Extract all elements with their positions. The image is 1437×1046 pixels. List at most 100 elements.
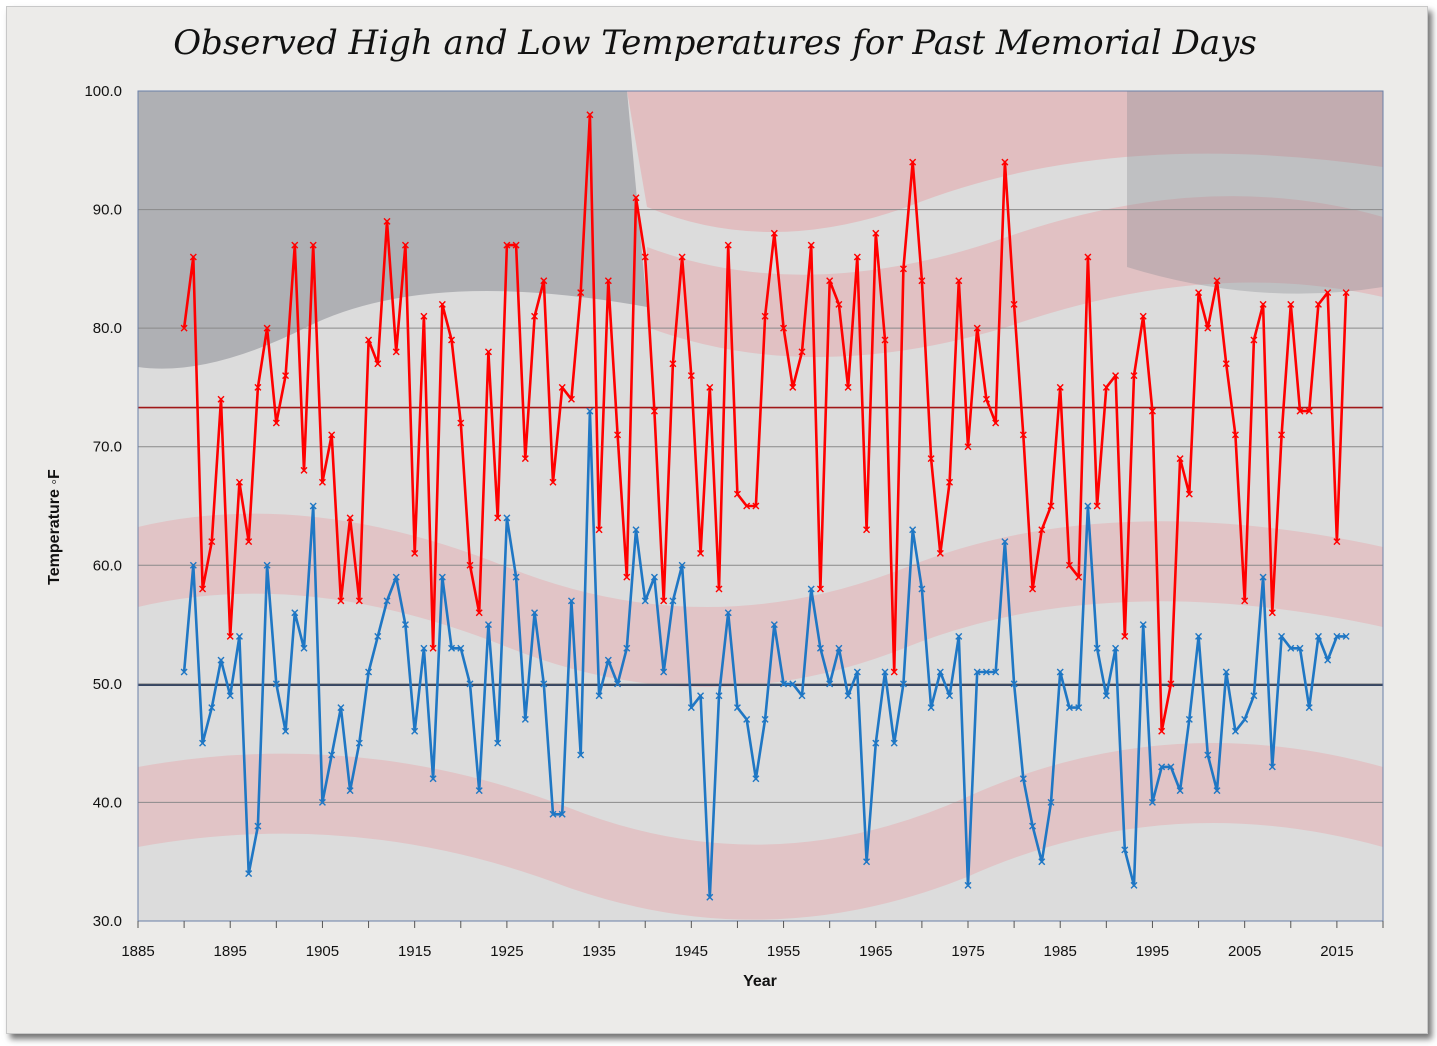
data-point	[1324, 289, 1332, 297]
data-point	[1314, 632, 1322, 640]
data-point	[1268, 609, 1276, 617]
data-point	[1305, 704, 1313, 712]
data-point	[863, 526, 871, 534]
data-point	[291, 241, 299, 249]
data-point	[1148, 798, 1156, 806]
data-point	[1001, 158, 1009, 166]
data-point	[226, 632, 234, 640]
data-point	[1213, 277, 1221, 285]
x-tick-label: 1945	[675, 943, 708, 960]
data-point	[789, 680, 797, 688]
axes: 30.0 40.0 50.0 60.0 70.0 80.0 90.0 100.0 1885 189…	[84, 83, 1384, 960]
data-point	[733, 704, 741, 712]
data-point	[1287, 644, 1295, 652]
data-point	[1287, 300, 1295, 308]
data-point	[1222, 668, 1230, 676]
data-point	[466, 561, 474, 569]
data-point	[1333, 632, 1341, 640]
data-point	[254, 383, 262, 391]
x-tick-label: 1885	[121, 943, 154, 960]
data-point	[964, 881, 972, 889]
data-point	[549, 810, 557, 818]
data-point	[899, 265, 907, 273]
data-point	[1001, 538, 1009, 546]
chart-frame: Observed High and Low Temperatures for P…	[6, 6, 1428, 1034]
data-point	[328, 431, 336, 439]
y-tick-label: 80.0	[93, 320, 122, 337]
x-tick-label: 1965	[859, 943, 892, 960]
chart-svg: Observed High and Low Temperatures for P…	[46, 23, 1384, 990]
data-point	[715, 585, 723, 593]
y-tick-label: 30.0	[93, 913, 122, 930]
data-point	[623, 644, 631, 652]
data-point	[577, 289, 585, 297]
data-point	[429, 775, 437, 783]
data-point	[199, 739, 207, 747]
data-point	[540, 680, 548, 688]
data-point	[1278, 632, 1286, 640]
data-point	[1314, 300, 1322, 308]
data-point	[429, 644, 437, 652]
data-point	[826, 680, 834, 688]
x-tick-label: 1935	[582, 943, 615, 960]
data-point	[899, 680, 907, 688]
data-point	[1139, 621, 1147, 629]
data-point	[1167, 680, 1175, 688]
data-point	[457, 419, 465, 427]
data-point	[1038, 526, 1046, 534]
data-point	[909, 158, 917, 166]
data-point	[254, 822, 262, 830]
data-point	[291, 609, 299, 617]
data-point	[318, 478, 326, 486]
data-point	[263, 324, 271, 332]
data-point	[1204, 324, 1212, 332]
x-tick-label: 1915	[398, 943, 431, 960]
data-point	[374, 360, 382, 368]
data-point	[1204, 751, 1212, 759]
data-point	[346, 514, 354, 522]
data-point	[604, 277, 612, 285]
data-point	[1268, 763, 1276, 771]
y-axis-title: Temperature ◦F	[46, 469, 63, 585]
data-point	[392, 348, 400, 356]
data-point	[401, 621, 409, 629]
data-point	[770, 621, 778, 629]
data-point	[623, 573, 631, 581]
data-point	[1056, 383, 1064, 391]
data-point	[309, 241, 317, 249]
data-point	[494, 739, 502, 747]
data-point	[365, 336, 373, 344]
data-point	[669, 597, 677, 605]
data-point	[715, 692, 723, 700]
data-point	[318, 798, 326, 806]
data-point	[1296, 407, 1304, 415]
data-point	[863, 858, 871, 866]
data-point	[1139, 312, 1147, 320]
data-point	[909, 526, 917, 534]
data-point	[1296, 644, 1304, 652]
data-point	[816, 585, 824, 593]
data-point	[1029, 822, 1037, 830]
data-point	[272, 419, 280, 427]
data-point	[494, 514, 502, 522]
data-point	[761, 312, 769, 320]
data-point	[337, 597, 345, 605]
data-point	[955, 277, 963, 285]
data-point	[1278, 431, 1286, 439]
data-point	[614, 680, 622, 688]
data-point	[531, 609, 539, 617]
data-point	[1121, 632, 1129, 640]
data-point	[328, 751, 336, 759]
data-point	[660, 668, 668, 676]
data-point	[770, 229, 778, 237]
data-point	[309, 502, 317, 510]
data-point	[503, 241, 511, 249]
data-point	[1305, 407, 1313, 415]
data-point	[946, 478, 954, 486]
data-point	[189, 561, 197, 569]
plot-border	[137, 90, 1384, 922]
data-point	[1250, 692, 1258, 700]
data-point	[982, 395, 990, 403]
series-layer	[180, 111, 1350, 901]
data-point	[282, 372, 290, 380]
